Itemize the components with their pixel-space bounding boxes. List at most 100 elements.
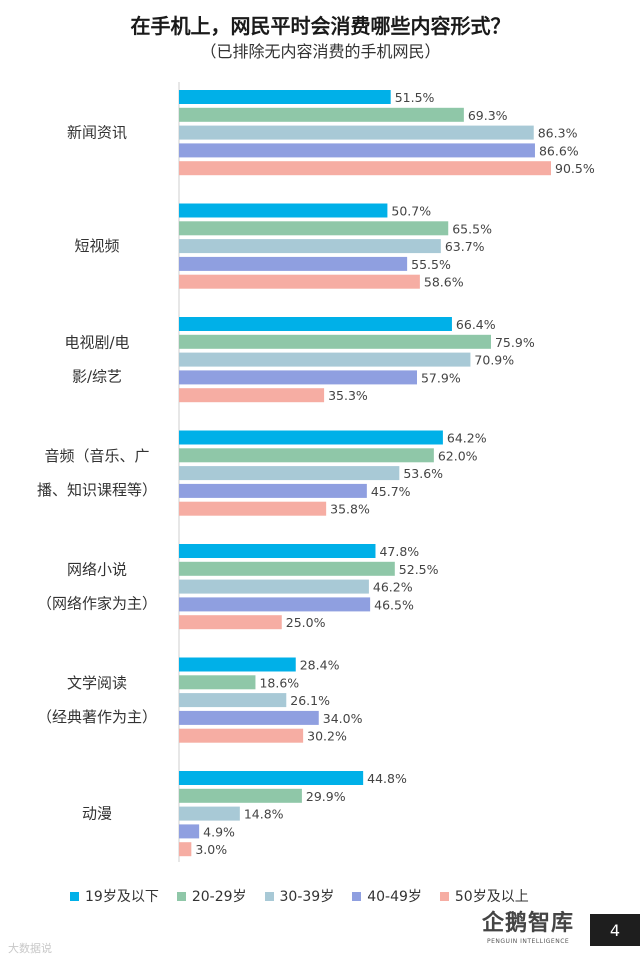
data-label: 18.6% (259, 675, 299, 690)
data-label: 63.7% (445, 239, 485, 254)
data-label: 4.9% (203, 824, 235, 839)
chart-legend: 19岁及以下 20-29岁 30-39岁 40-49岁 50岁及以上 (70, 886, 630, 906)
legend-swatch (70, 891, 79, 901)
data-label: 58.6% (424, 275, 464, 290)
chart-subtitle: （已排除无内容消费的手机网民） (200, 42, 441, 61)
data-label: 44.8% (367, 771, 407, 786)
data-label: 46.5% (374, 597, 414, 612)
bar (179, 824, 200, 839)
bar (179, 107, 464, 122)
data-label: 65.5% (452, 221, 492, 236)
data-label: 90.5% (555, 161, 595, 176)
bar (179, 317, 452, 331)
bar (179, 466, 400, 481)
bar (179, 561, 395, 576)
data-label: 70.9% (474, 353, 514, 368)
data-label: 46.2% (373, 580, 413, 595)
bar (179, 615, 282, 630)
bar (179, 161, 551, 176)
watermark: 大数据说 (8, 942, 52, 955)
data-label: 14.8% (244, 807, 284, 822)
bar (179, 842, 192, 857)
category-label: 短视频 (74, 237, 119, 255)
legend-label: 50岁及以上 (454, 889, 529, 905)
category-label: 动漫 (82, 805, 112, 823)
legend-item: 50岁及以上 (439, 886, 529, 906)
bar (179, 388, 325, 403)
bar (179, 544, 376, 558)
bar (179, 483, 367, 498)
data-label: 50.7% (391, 204, 431, 219)
bar-chart: 新闻资讯 51.5% 69.3% 86.3% 86.6% 90.5% 短视频 50.7% 65.… (37, 82, 595, 862)
bar (179, 352, 471, 367)
bar (179, 579, 369, 594)
data-label: 25.0% (286, 615, 326, 630)
data-label: 86.3% (538, 126, 578, 141)
category-label: 电视剧/电影/综艺 (64, 334, 129, 386)
bar (179, 125, 534, 140)
data-label: 53.6% (403, 466, 443, 481)
category-label: 网络小说（网络作家为主） (37, 561, 157, 613)
legend-label: 40-49岁 (367, 889, 422, 905)
chart-title: 在手机上，网民平时会消费哪些内容形式？ (130, 14, 511, 38)
legend-label: 19岁及以下 (85, 889, 159, 905)
bar (179, 256, 408, 271)
brand-subtitle: PENGUIN INTELLIGENCE (487, 938, 570, 945)
legend-item: 20-29岁 (176, 886, 247, 906)
page-number: 4 (590, 914, 640, 946)
bar (179, 771, 364, 785)
bar (179, 788, 302, 803)
bar (179, 239, 441, 254)
data-label: 57.9% (421, 370, 461, 385)
bar (179, 90, 391, 104)
data-label: 69.3% (468, 108, 508, 123)
bar (179, 274, 420, 289)
bar (179, 221, 449, 236)
bar (179, 675, 256, 690)
bar (179, 430, 443, 445)
data-label: 51.5% (395, 90, 435, 105)
data-label: 62.0% (438, 448, 478, 463)
legend-item: 19岁及以下 (70, 886, 159, 906)
brand-logo: 企鹅智库 (482, 911, 575, 936)
data-label: 3.0% (195, 842, 227, 857)
data-label: 55.5% (411, 257, 451, 272)
data-label: 35.3% (328, 388, 368, 403)
legend-label: 30-39岁 (279, 889, 335, 905)
bar (179, 501, 327, 516)
bar (179, 143, 535, 158)
category-label: 音频（音乐、广播、知识课程等） (37, 447, 157, 499)
bar (179, 448, 434, 463)
legend-swatch (176, 891, 186, 901)
bar (179, 806, 240, 821)
category-label: 文学阅读（经典著作为主） (37, 674, 157, 726)
bar (179, 693, 287, 708)
data-label: 30.2% (307, 729, 347, 744)
data-label: 34.0% (323, 711, 363, 726)
bar (179, 728, 304, 743)
data-label: 66.4% (456, 317, 496, 332)
legend-swatch (264, 891, 274, 901)
bar (179, 370, 417, 385)
bar (179, 203, 388, 218)
data-label: 47.8% (379, 544, 419, 559)
bar (179, 597, 371, 612)
bar (179, 710, 319, 725)
data-label: 64.2% (447, 431, 487, 446)
legend-swatch (439, 891, 449, 901)
data-label: 86.6% (539, 143, 579, 158)
data-label: 26.1% (290, 693, 330, 708)
data-label: 29.9% (306, 789, 346, 804)
legend-item: 30-39岁 (264, 886, 335, 906)
legend-item: 40-49岁 (352, 886, 422, 906)
data-label: 28.4% (300, 658, 340, 673)
data-label: 52.5% (399, 562, 439, 577)
bar (179, 657, 296, 672)
data-label: 35.8% (330, 502, 370, 517)
legend-swatch (352, 891, 362, 901)
data-label: 45.7% (371, 484, 411, 499)
bar (179, 334, 491, 349)
data-label: 75.9% (495, 335, 535, 350)
category-label: 新闻资讯 (67, 124, 127, 142)
legend-label: 20-29岁 (191, 889, 247, 905)
